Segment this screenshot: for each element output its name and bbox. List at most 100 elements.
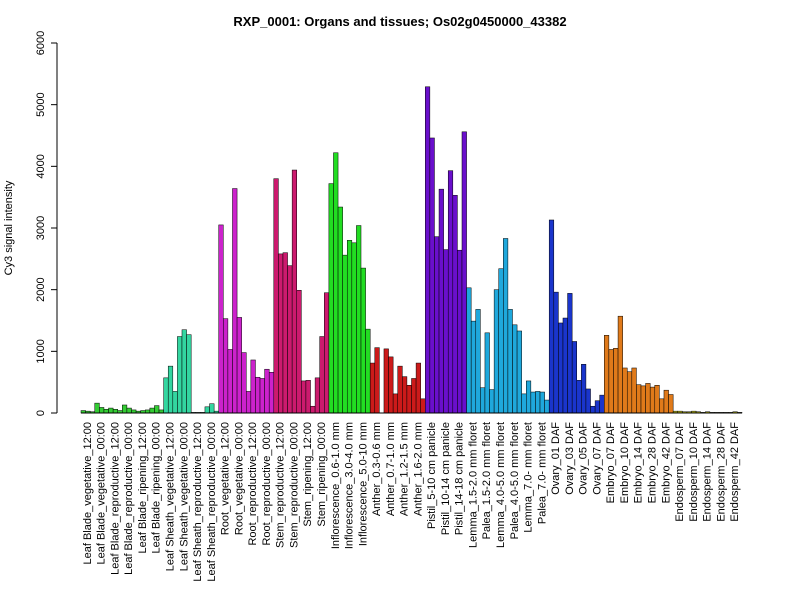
bar [507, 309, 513, 414]
bar [296, 290, 302, 414]
x-tick-label: Lemma_1.5-2.0 mm floret [467, 422, 479, 548]
bar [425, 86, 431, 414]
y-tick-label: 2000 [35, 277, 47, 301]
x-tick-label: Anther_1.2-1.5 mm [399, 422, 411, 516]
bar [232, 188, 238, 414]
bar [434, 236, 440, 414]
y-tick-label: 3000 [35, 216, 47, 240]
x-tick-label: Leaf Blade_reproductive_00:00 [123, 422, 135, 575]
x-tick-label: Leaf Blade_reproductive_12:00 [109, 422, 121, 575]
bar [438, 188, 444, 414]
bar [411, 378, 417, 414]
bar [273, 178, 279, 414]
bar [558, 322, 564, 414]
bar [567, 293, 573, 414]
bar [608, 349, 614, 414]
bar [530, 391, 536, 414]
bar [278, 253, 284, 414]
bar [466, 287, 472, 414]
bar [535, 391, 541, 414]
bar [429, 137, 435, 414]
x-tick-label: Stem_ripening_12:00 [302, 422, 314, 527]
bar [122, 404, 128, 414]
bar [287, 265, 293, 414]
bar [668, 394, 674, 414]
bar [457, 249, 463, 414]
bar [645, 383, 651, 414]
bar [177, 336, 183, 414]
bar [282, 252, 288, 414]
x-tick-label: Ovary_03 DAF [564, 422, 576, 495]
bar [461, 131, 467, 414]
bar [246, 391, 252, 414]
bar [337, 206, 343, 414]
bar [383, 348, 389, 414]
bar [241, 352, 247, 414]
bar [250, 359, 256, 414]
bar [291, 169, 297, 414]
bar [443, 249, 449, 414]
bar [209, 403, 215, 414]
x-tick-label: Root_vegetative_12:00 [220, 422, 232, 535]
x-tick-label: Leaf Sheath_reproductive_12:00 [192, 422, 204, 582]
bar [333, 152, 339, 414]
bar [397, 365, 403, 414]
x-tick-label: Embryo_07 DAF [605, 422, 617, 504]
x-tick-label: Leaf Blade_ripening_00:00 [151, 422, 163, 554]
bar [99, 407, 105, 414]
x-tick-label: Stem_reproductive_12:00 [275, 422, 287, 548]
bar [172, 391, 178, 414]
x-tick-label: Ovary_01 DAF [550, 422, 562, 495]
bar [149, 407, 155, 414]
bar [236, 317, 242, 414]
bar [360, 267, 366, 414]
bar [594, 400, 600, 414]
y-axis-label: Cy3 signal intensity [3, 180, 15, 275]
x-tick-labels: Leaf Blade_vegetative_12:00 Leaf Blade_ve… [82, 422, 741, 582]
x-tick-label: Embryo_14 DAF [633, 422, 645, 504]
bar [167, 365, 174, 414]
bar [562, 317, 568, 414]
x-tick-label: Endosperm_07 DAF [674, 422, 686, 522]
bar [402, 376, 408, 414]
bar [622, 367, 628, 414]
x-tick-label: Endosperm_42 DAF [729, 422, 741, 522]
bar [415, 362, 421, 414]
x-tick-label: Leaf Blade_ripening_12:00 [137, 422, 149, 554]
x-tick-label: Palea_4.0-5.0 mm floret [509, 422, 521, 539]
bar [163, 377, 169, 414]
bar [126, 407, 132, 414]
bar [498, 268, 504, 414]
chart-title: RXP_0001: Organs and tissues; Os02g04500… [233, 14, 566, 29]
bars [80, 86, 743, 414]
bar [631, 367, 637, 414]
bar [576, 380, 582, 414]
bar [544, 399, 550, 414]
bar [640, 385, 646, 414]
x-tick-label: Leaf Blade_vegetative_00:00 [96, 422, 108, 565]
bar [103, 409, 109, 414]
x-tick-label: Pistil_14-18 cm panicle [454, 422, 466, 535]
bar [186, 334, 192, 414]
x-tick-label: Ovary_07 DAF [591, 422, 603, 495]
bar [108, 407, 114, 414]
bar [484, 332, 490, 414]
bar [447, 170, 454, 414]
x-tick-label: Anther_0.7-1.0 mm [385, 422, 397, 516]
bar [356, 225, 362, 414]
x-tick-label: Leaf Blade_vegetative_12:00 [82, 422, 94, 565]
x-tick-label: Endosperm_10 DAF [688, 422, 700, 522]
bar [617, 315, 623, 414]
bar [227, 349, 233, 414]
x-tick-label: Leaf Sheath_vegetative_00:00 [178, 422, 190, 571]
y-tick-label: 1000 [35, 339, 47, 363]
bar [581, 364, 587, 414]
x-tick-label: Stem_ripening_00:00 [316, 422, 328, 527]
bar [539, 391, 545, 414]
bar [553, 291, 559, 414]
bar [324, 292, 330, 414]
x-tick-label: Inflorescence_5.0-10 mm [357, 422, 369, 546]
y-tick-label: 0 [35, 410, 47, 416]
bar [585, 388, 591, 414]
